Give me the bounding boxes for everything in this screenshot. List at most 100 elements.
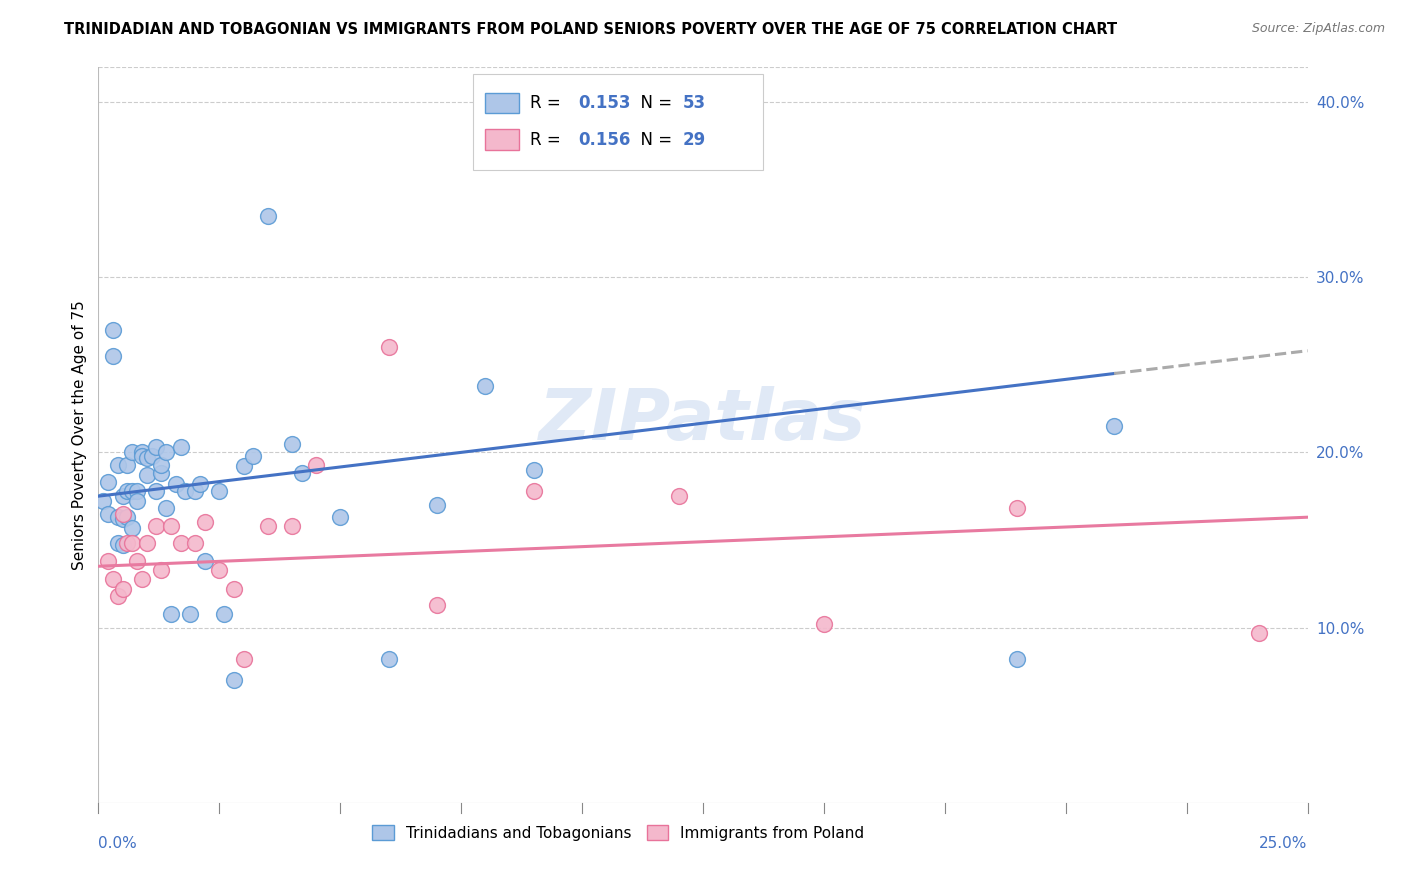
Text: N =: N = <box>630 131 678 149</box>
Point <box>208 563 231 577</box>
Text: R =: R = <box>530 94 567 112</box>
Point <box>242 449 264 463</box>
Point <box>165 476 187 491</box>
Legend: Trinidadians and Tobagonians, Immigrants from Poland: Trinidadians and Tobagonians, Immigrants… <box>366 819 870 847</box>
Point <box>232 459 254 474</box>
Point <box>179 607 201 621</box>
Point <box>121 483 143 498</box>
FancyBboxPatch shape <box>485 93 519 113</box>
Point <box>1102 419 1125 434</box>
Y-axis label: Seniors Poverty Over the Age of 75: Seniors Poverty Over the Age of 75 <box>72 300 87 570</box>
Text: ZIPatlas: ZIPatlas <box>540 385 866 455</box>
Point <box>377 340 399 354</box>
Point <box>523 483 546 498</box>
Point <box>426 498 449 512</box>
Point <box>145 483 167 498</box>
Point <box>1249 625 1271 640</box>
Point <box>97 507 120 521</box>
Point <box>107 458 129 472</box>
Text: 29: 29 <box>682 131 706 149</box>
Point <box>121 521 143 535</box>
Point <box>305 458 328 472</box>
Point <box>131 445 153 459</box>
Point <box>111 507 134 521</box>
Point <box>160 607 183 621</box>
Point <box>145 519 167 533</box>
Point <box>474 378 496 392</box>
Text: Source: ZipAtlas.com: Source: ZipAtlas.com <box>1251 22 1385 36</box>
Point <box>169 536 191 550</box>
Point <box>135 468 157 483</box>
Point <box>117 510 139 524</box>
Point <box>174 483 197 498</box>
Point <box>329 510 352 524</box>
Point <box>145 440 167 454</box>
Point <box>184 536 207 550</box>
Point <box>107 589 129 603</box>
Point <box>523 463 546 477</box>
Point <box>813 617 835 632</box>
Point <box>155 445 177 459</box>
Point <box>222 673 245 687</box>
Point <box>111 512 134 526</box>
Point <box>107 536 129 550</box>
Point <box>121 445 143 459</box>
Point <box>150 458 173 472</box>
Point <box>281 436 304 450</box>
Point <box>256 209 278 223</box>
Point <box>222 582 245 596</box>
Point <box>121 536 143 550</box>
Point <box>208 483 231 498</box>
Point <box>1007 501 1029 516</box>
Point <box>155 501 177 516</box>
Point <box>212 607 235 621</box>
Point <box>111 489 134 503</box>
Point <box>377 652 399 666</box>
Text: 0.156: 0.156 <box>578 131 631 149</box>
Text: 53: 53 <box>682 94 706 112</box>
Text: 25.0%: 25.0% <box>1260 836 1308 851</box>
Point <box>117 536 139 550</box>
Point <box>127 494 149 508</box>
Point <box>135 536 157 550</box>
Point <box>131 572 153 586</box>
Point <box>1007 652 1029 666</box>
Text: N =: N = <box>630 94 678 112</box>
Point <box>150 467 173 481</box>
Point <box>135 450 157 465</box>
Point <box>194 516 217 530</box>
Point <box>141 449 163 463</box>
Point <box>426 598 449 612</box>
Text: 0.153: 0.153 <box>578 94 631 112</box>
Point <box>131 449 153 463</box>
Point <box>107 510 129 524</box>
FancyBboxPatch shape <box>474 74 763 170</box>
Text: TRINIDADIAN AND TOBAGONIAN VS IMMIGRANTS FROM POLAND SENIORS POVERTY OVER THE AG: TRINIDADIAN AND TOBAGONIAN VS IMMIGRANTS… <box>63 22 1118 37</box>
Point <box>101 323 124 337</box>
Point <box>127 554 149 568</box>
Point <box>117 483 139 498</box>
Point <box>97 554 120 568</box>
Point <box>184 483 207 498</box>
Point <box>256 519 278 533</box>
Point <box>91 494 114 508</box>
Point <box>281 519 304 533</box>
Point <box>97 475 120 490</box>
Point <box>111 538 134 552</box>
Point <box>232 652 254 666</box>
Point <box>150 563 173 577</box>
Point <box>290 467 312 481</box>
Point <box>668 489 690 503</box>
Point <box>127 483 149 498</box>
Point <box>117 458 139 472</box>
Point <box>101 572 124 586</box>
Point <box>194 554 217 568</box>
Point <box>160 519 183 533</box>
FancyBboxPatch shape <box>485 129 519 150</box>
Point <box>101 349 124 363</box>
Text: 0.0%: 0.0% <box>98 836 138 851</box>
Point <box>188 476 211 491</box>
Text: R =: R = <box>530 131 567 149</box>
Point <box>169 440 191 454</box>
Point <box>111 582 134 596</box>
